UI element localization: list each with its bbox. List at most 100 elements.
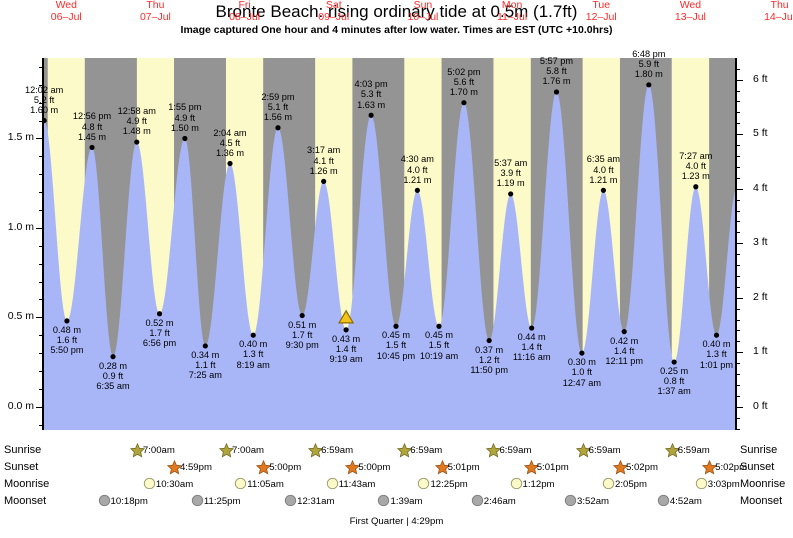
left-tick xyxy=(39,120,44,122)
tide-low-marker-11 xyxy=(299,312,305,319)
date-header-5: Mon 11–Jul xyxy=(468,0,557,23)
tide-high-marker-14 xyxy=(368,112,374,118)
sunset-time-4: 5:01pm xyxy=(536,462,569,473)
tide-ft: 4.8 ft xyxy=(81,121,103,132)
weekday-label: Tue xyxy=(592,0,611,11)
left-tick xyxy=(36,406,44,408)
left-axis-line xyxy=(42,58,44,430)
moonset-time-4: 2:46am xyxy=(483,496,516,507)
tide-ft: 5.3 ft xyxy=(360,89,382,100)
sunrise-row-label-right: Sunrise xyxy=(740,444,778,456)
weekday-label: Wed xyxy=(679,0,702,11)
right-tick xyxy=(735,79,743,81)
moonset-icon xyxy=(657,494,670,512)
sunrise-icon xyxy=(397,442,413,463)
tide-time: 5:57 pm xyxy=(539,55,574,66)
moonrise-time-1: 11:05am xyxy=(247,479,284,490)
tide-high-marker-8 xyxy=(227,160,233,167)
left-tick xyxy=(39,84,44,86)
right-tick xyxy=(735,145,740,147)
weekday-label: Fri xyxy=(238,0,251,11)
tide-low-marker-1 xyxy=(64,318,70,324)
tide-m: 1.21 m xyxy=(403,174,432,185)
tide-m: 0.34 m xyxy=(191,349,220,360)
tide-ft: 5.2 ft xyxy=(33,94,55,105)
tide-high-label-4: 12:58 am 4.9 ft 1.48 m xyxy=(97,106,177,137)
moonrise-time-6: 3:03pm xyxy=(707,479,740,490)
tide-high-marker-12 xyxy=(321,178,327,185)
tide-ft: 5.8 ft xyxy=(546,66,567,77)
tide-low-marker-5 xyxy=(156,311,163,317)
sunset-time-6: 5:02pm xyxy=(715,462,748,473)
tide-high-marker-28 xyxy=(693,184,699,190)
tide-ft: 1.4 ft xyxy=(613,345,635,356)
right-tick xyxy=(735,254,740,256)
tide-high-marker-6 xyxy=(182,135,188,142)
left-tick-label-3: 1.5 m xyxy=(7,131,34,144)
tide-high-marker-10 xyxy=(275,125,281,131)
right-tick xyxy=(735,374,740,376)
tide-m: 1.21 m xyxy=(589,174,618,185)
tide-high-label-12: 3:17 am 4.1 ft 1.26 m xyxy=(284,145,364,176)
right-tick xyxy=(735,428,740,430)
tide-time: 11:50 pm xyxy=(470,364,508,375)
tide-ft: 0.9 ft xyxy=(102,370,124,381)
tide-low-marker-15 xyxy=(393,323,399,329)
sunrise-time-4: 6:59am xyxy=(499,445,532,456)
sunrise-icon xyxy=(486,442,502,463)
tide-time: 6:35 am xyxy=(586,154,620,165)
tide-high-label-2: 12:56 pm 4.8 ft 1.45 m xyxy=(52,111,132,142)
tide-low-marker-29 xyxy=(713,332,720,338)
tide-time: 6:56 pm xyxy=(142,338,177,349)
tide-m: 0.42 m xyxy=(610,335,639,346)
tide-time: 12:56 pm xyxy=(72,111,112,122)
right-tick xyxy=(735,177,740,179)
page-title: Bronte Beach: rising ordinary tide at 0.… xyxy=(215,2,578,21)
sunset-time-0: 4:59pm xyxy=(179,462,212,473)
moonrise-icon xyxy=(602,477,615,495)
sunrise-time-3: 6:59am xyxy=(410,445,443,456)
tide-time: 6:35 am xyxy=(96,381,130,392)
left-tick xyxy=(36,138,44,140)
left-tick xyxy=(39,353,44,355)
tide-high-marker-4 xyxy=(134,139,140,145)
sunrise-icon xyxy=(664,442,680,463)
tide-m: 1.60 m xyxy=(30,105,59,115)
tide-time: 6:48 pm xyxy=(632,48,666,59)
tide-time: 12:47 am xyxy=(562,377,602,388)
moonrise-icon xyxy=(510,477,523,495)
left-tick xyxy=(36,317,44,319)
right-tick xyxy=(735,112,740,114)
moonset-time-2: 12:31am xyxy=(297,496,335,507)
sunset-time-3: 5:01pm xyxy=(447,462,480,473)
date-header-2: Fri 08–Jul xyxy=(200,0,289,23)
right-tick-label-5: 5 ft xyxy=(753,127,768,140)
tide-high-marker-0 xyxy=(44,117,47,124)
tide-time: 5:37 am xyxy=(494,157,528,168)
sunrise-row-label-left: Sunrise xyxy=(4,444,42,456)
tide-ft: 4.9 ft xyxy=(126,116,147,127)
right-tick xyxy=(735,101,740,103)
right-tick xyxy=(735,155,740,157)
tide-high-label-6: 1:55 pm 4.9 ft 1.50 m xyxy=(145,102,225,133)
tide-time: 2:04 am xyxy=(213,127,247,138)
left-tick xyxy=(39,388,44,390)
capture-subtitle: Image captured One hour and 4 minutes af… xyxy=(180,24,613,36)
tide-m: 0.44 m xyxy=(517,332,546,343)
sunrise-icon xyxy=(218,442,235,463)
tide-m: 1.70 m xyxy=(449,87,478,98)
weekday-label: Wed xyxy=(55,0,77,11)
date-header-0: Wed 06–Jul xyxy=(22,0,111,23)
left-tick-label-0: 0.0 m xyxy=(7,399,34,412)
tide-low-marker-19 xyxy=(486,337,492,344)
right-tick xyxy=(735,363,740,365)
sunrise-time-2: 6:59am xyxy=(321,445,354,456)
sunrise-time-1: 7:00am xyxy=(232,445,265,456)
date-label: 14–Jul xyxy=(764,10,793,23)
tide-time: 11:16 am xyxy=(512,352,551,363)
tide-low-label-11: 0.51 m 1.7 ft 9:30 pm xyxy=(262,320,342,351)
right-tick xyxy=(735,68,740,70)
left-tick xyxy=(39,174,44,176)
right-tick xyxy=(735,188,743,190)
date-label: 12–Jul xyxy=(585,10,617,23)
